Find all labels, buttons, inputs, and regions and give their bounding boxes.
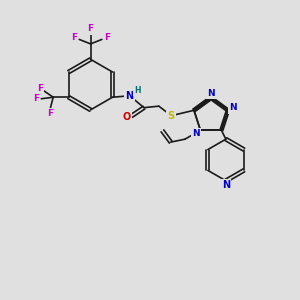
- Text: F: F: [33, 94, 39, 103]
- Text: F: F: [88, 24, 94, 33]
- Text: N: N: [207, 89, 215, 98]
- Text: F: F: [47, 110, 53, 118]
- Text: F: F: [104, 33, 110, 42]
- Text: F: F: [71, 33, 77, 42]
- Text: S: S: [168, 111, 175, 121]
- Text: O: O: [123, 112, 131, 122]
- Text: H: H: [134, 85, 141, 94]
- Text: N: N: [230, 103, 237, 112]
- Text: N: N: [222, 180, 230, 190]
- Text: F: F: [37, 84, 43, 93]
- Text: N: N: [192, 129, 200, 138]
- Text: N: N: [126, 91, 134, 101]
